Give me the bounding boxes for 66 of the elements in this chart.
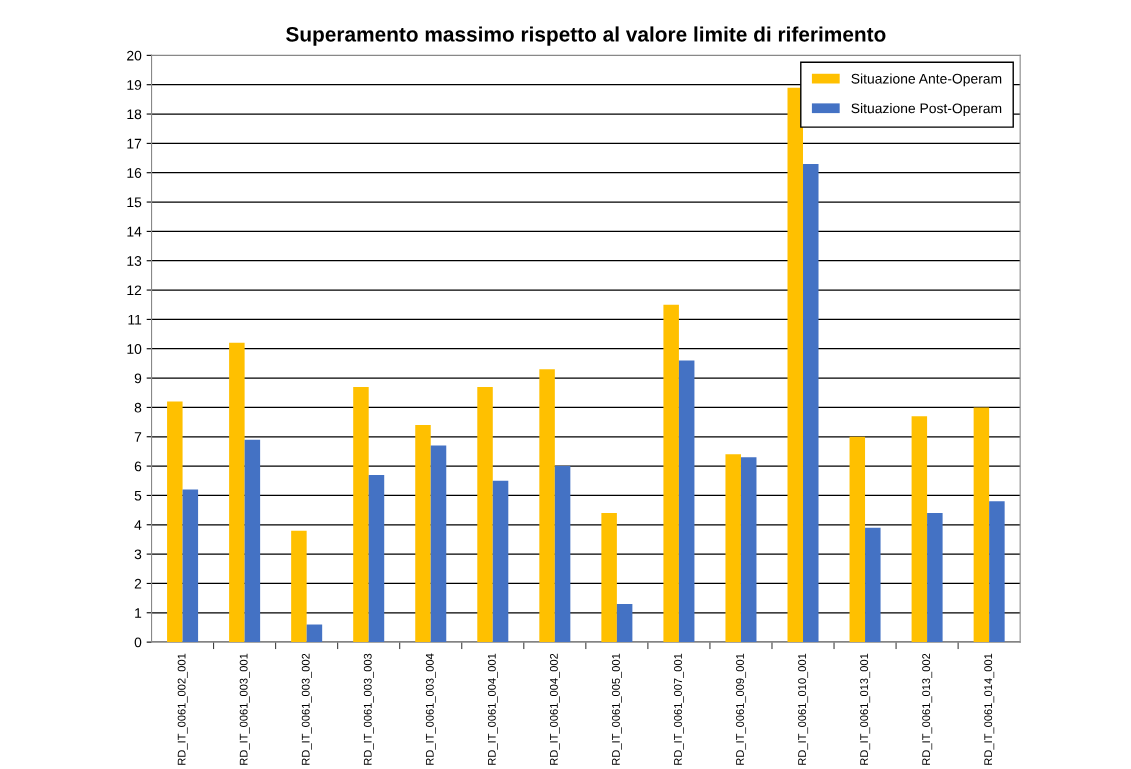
y-tick-label: 20 [127,50,142,61]
y-tick-label: 14 [127,226,142,237]
x-tick-label: RD_IT_0061_004_002 [549,653,560,765]
y-tick-label: 7 [134,432,142,442]
bar [973,407,990,643]
bar [989,501,1005,643]
x-tick-label: RD_IT_0061_010_001 [798,653,809,765]
bar [229,342,245,643]
y-tick-label: 17 [127,138,142,149]
bar [492,480,509,643]
x-tick-label: RD_IT_0061_003_001 [239,653,250,765]
x-tick-label: RD_IT_0061_007_001 [674,653,684,765]
y-tick-label: 2 [134,578,142,589]
bar [291,530,307,643]
x-tick-label: RD_IT_0061_013_002 [922,653,933,765]
x-tick-label: RD_IT_0061_002_001 [177,653,188,765]
bar [539,369,555,643]
bar [740,457,757,643]
bar [911,416,928,643]
y-tick-label: 5 [134,490,142,501]
bar [616,603,633,643]
y-tick-label: 6 [134,461,142,472]
x-tick-label: RD_IT_0061_009_001 [736,653,747,765]
y-tick-label: 18 [127,109,142,120]
y-tick-label: 12 [127,285,142,296]
bar [865,527,881,643]
legend-label: Situazione Post-Operam [851,103,1002,116]
x-tick-label: RD_IT_0061_005_001 [611,653,622,765]
bar [663,304,679,643]
y-tick-label: 1 [135,608,142,618]
bar [849,436,866,643]
x-tick-label: RD_IT_0061_003_004 [425,653,436,765]
y-tick-label: 3 [134,549,142,560]
bar [803,163,819,643]
bar [927,513,943,643]
x-tick-label: RD_IT_0061_004_001 [487,653,498,765]
y-tick-label: 19 [127,80,142,90]
bar [554,466,571,643]
bar [306,624,323,643]
y-tick-label: 0 [134,637,142,648]
bar [182,489,199,643]
bar [725,454,741,643]
legend-label: Situazione Ante-Operam [851,73,1002,87]
chart-title: Superamento massimo rispetto al valore limite di riferimento [286,26,886,46]
bar [244,439,261,643]
bar [353,386,369,643]
bar [167,401,183,643]
bar [368,474,385,643]
x-tick-label: RD_IT_0061_013_001 [860,653,871,765]
y-tick-label: 8 [134,402,142,413]
bar [678,360,695,643]
y-tick-label: 10 [127,344,142,354]
bar [477,386,493,643]
bar [601,513,617,643]
y-tick-label: 11 [128,314,142,325]
x-tick-label: RD_IT_0061_003_002 [301,653,312,765]
bar [430,445,447,643]
bar [415,425,431,643]
bar [787,87,804,643]
y-tick-label: 13 [127,256,142,266]
y-tick-label: 4 [134,520,142,530]
x-tick-label: RD_IT_0061_003_003 [363,653,374,765]
y-tick-label: 16 [127,168,142,178]
y-tick-label: 15 [127,197,142,208]
x-tick-label: RD_IT_0061_014_001 [984,653,995,765]
y-tick-label: 9 [134,373,142,384]
